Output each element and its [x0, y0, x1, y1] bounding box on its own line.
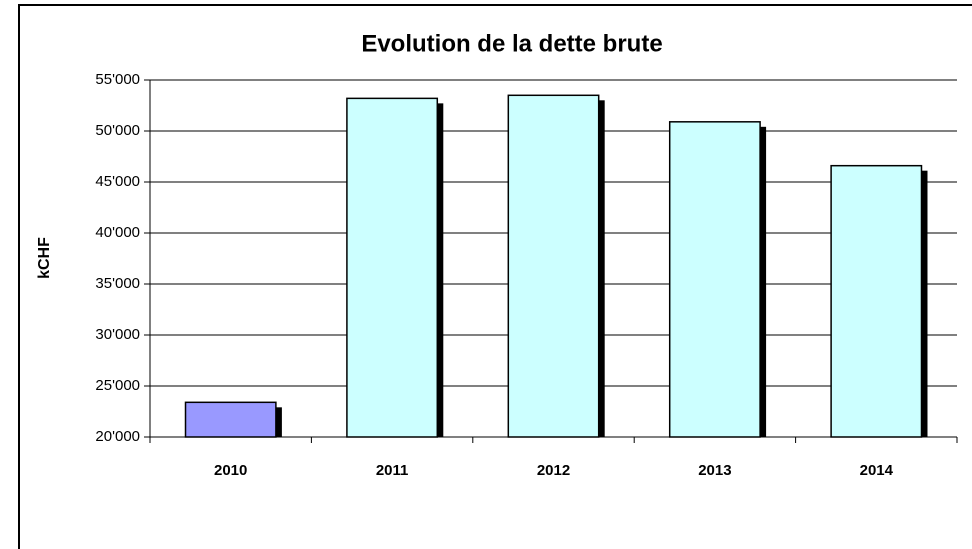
chart-title: Evolution de la dette brute [361, 30, 662, 57]
y-tick-label: 30'000 [95, 326, 140, 343]
x-tick-label: 2013 [698, 462, 731, 479]
bar [346, 97, 439, 438]
bar [507, 94, 600, 438]
y-tick-label: 50'000 [95, 122, 140, 139]
y-tick-label: 35'000 [95, 275, 140, 292]
bar [668, 121, 761, 438]
x-tick-label: 2012 [537, 462, 570, 479]
bar [184, 401, 277, 438]
y-tick-label: 25'000 [95, 377, 140, 394]
x-tick-label: 2011 [376, 462, 409, 479]
chart-border [18, 4, 972, 549]
x-tick-label: 2010 [214, 462, 247, 479]
y-tick-label: 40'000 [95, 224, 140, 241]
y-axis-label: kCHF [36, 237, 53, 279]
y-tick-label: 45'000 [95, 173, 140, 190]
y-tick-label: 55'000 [95, 71, 140, 88]
y-tick-label: 20'000 [95, 428, 140, 445]
x-tick-label: 2014 [860, 462, 894, 479]
bar [830, 164, 923, 438]
